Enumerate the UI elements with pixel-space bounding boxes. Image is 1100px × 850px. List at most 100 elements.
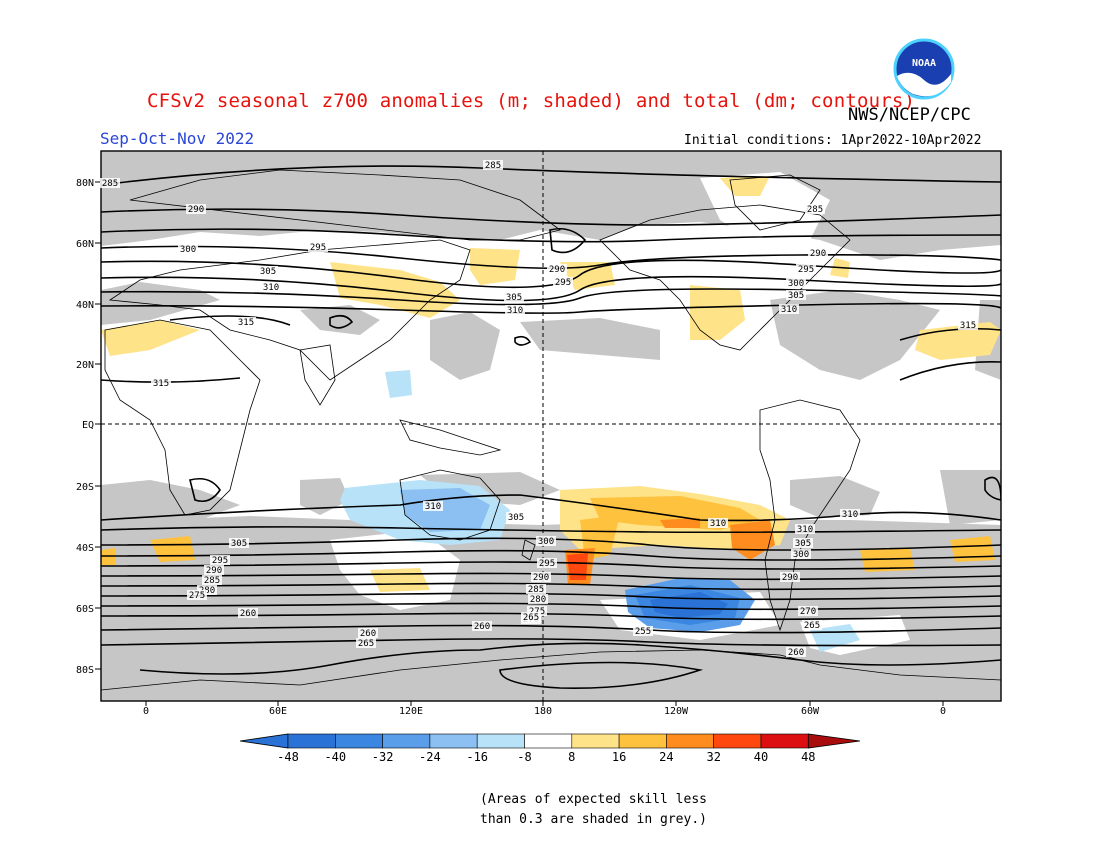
longitude-ticks: 0 60E 120E 180 120W 60W 0 [143, 701, 946, 717]
contour-label-bg [708, 518, 728, 528]
legend-arrow-right [807, 733, 861, 749]
latitude-ticks: 80N 60N 40N 20N EQ 20S 40S 60S 80S [76, 178, 101, 676]
contour-label: 295 [555, 278, 571, 288]
map-frame [100, 150, 1002, 702]
contour-label-bg [779, 304, 799, 314]
lon-tick-label: 0 [143, 706, 149, 717]
contour-label: 295 [310, 243, 326, 253]
contour-label: 285 [204, 576, 220, 586]
contour-label: 255 [635, 627, 651, 637]
legend-value: -16 [466, 750, 488, 764]
contour-label-bg [793, 538, 813, 548]
contour-label: 305 [231, 539, 247, 549]
contour-label-bg [840, 509, 860, 519]
contour-label: 305 [795, 539, 811, 549]
chart-title: CFSv2 seasonal z700 anomalies (m; shaded… [147, 90, 916, 112]
legend-value: 8 [568, 750, 575, 764]
lon-tick-label: 120E [399, 706, 423, 717]
lon-tick-label: 60E [269, 706, 287, 717]
contour-label-bg [204, 565, 224, 575]
contour-label-bg [547, 264, 567, 274]
contour-label-bg [537, 558, 557, 568]
contour-label: 290 [549, 265, 565, 275]
legend-swatch [618, 733, 667, 749]
contour-label: 315 [238, 318, 254, 328]
contour-label-bg [808, 248, 828, 258]
contour-label-bg [229, 538, 249, 548]
contour-label: 295 [539, 559, 555, 569]
legend-swatch [571, 733, 620, 749]
contour-label-bg [786, 278, 806, 288]
contour-label-bg [187, 590, 207, 600]
contour-label: 305 [260, 267, 276, 277]
contour-label: 265 [523, 613, 539, 623]
contour-label: 285 [102, 179, 118, 189]
contour-label-bg [210, 555, 230, 565]
lon-tick-label: 0 [940, 706, 946, 717]
legend-swatch [476, 733, 525, 749]
lat-tick-label: EQ [82, 420, 94, 431]
contour-label: 285 [528, 585, 544, 595]
contour-label: 260 [788, 648, 804, 658]
contour-label: 265 [358, 639, 374, 649]
contour-label: 275 [189, 591, 205, 601]
contour-label-bg [202, 575, 222, 585]
contour-label: 310 [781, 305, 797, 315]
legend-value: -40 [324, 750, 346, 764]
lat-tick-label: 60S [76, 604, 94, 615]
agency-label: NWS/NCEP/CPC [848, 105, 971, 125]
contour-label: 300 [788, 279, 804, 289]
contour-label-bg [521, 612, 541, 622]
contour-label: 315 [153, 379, 169, 389]
contour-label-bg [526, 584, 546, 594]
contour-label: 305 [788, 291, 804, 301]
contour-label: 305 [508, 513, 524, 523]
legend-swatch [287, 733, 336, 749]
contour-label-bg [786, 290, 806, 300]
contour-label: 310 [797, 525, 813, 535]
legend-swatch [524, 733, 573, 749]
footnote-line-1: (Areas of expected skill less [480, 792, 707, 807]
contour-label-bg [527, 606, 547, 616]
contour-label-bg [531, 572, 551, 582]
legend-value: 48 [801, 750, 815, 764]
contour-label: 260 [360, 629, 376, 639]
contour-label: 310 [263, 283, 279, 293]
contour-label: 310 [507, 306, 523, 316]
contour-label-bg [633, 626, 653, 636]
contour-label: 300 [538, 537, 554, 547]
contour-label-bg [798, 606, 818, 616]
legend-arrow-left [239, 733, 289, 749]
contour-label-bg [802, 620, 822, 630]
contour-label-bg [356, 638, 376, 648]
lat-tick-label: 40N [76, 300, 94, 311]
contour-label: 265 [804, 621, 820, 631]
height-contours [101, 165, 1001, 689]
contour-label-bg [186, 204, 206, 214]
contour-label: 290 [533, 573, 549, 583]
contour-label-bg [958, 320, 978, 330]
lat-tick-label: 60N [76, 239, 94, 250]
contour-label-bg [786, 647, 806, 657]
contour-label-bg [805, 204, 825, 214]
lat-tick-label: 80N [76, 178, 94, 189]
contour-label-bg [528, 594, 548, 604]
lat-tick-label: 80S [76, 665, 94, 676]
contour-label-bg [236, 317, 256, 327]
lat-tick-label: 20N [76, 360, 94, 371]
legend-value: 40 [754, 750, 768, 764]
legend-swatch [760, 733, 809, 749]
contour-label: 290 [206, 566, 222, 576]
legend-value: 24 [659, 750, 673, 764]
contour-label: 280 [530, 595, 546, 605]
contour-label: 270 [800, 607, 816, 617]
contour-label-bg [423, 501, 443, 511]
contour-label-bg [308, 242, 328, 252]
contour-label-bg [780, 572, 800, 582]
contour-label-bg [791, 549, 811, 559]
noaa-logo: NOAA [893, 38, 955, 100]
noaa-logo-text: NOAA [912, 58, 936, 69]
